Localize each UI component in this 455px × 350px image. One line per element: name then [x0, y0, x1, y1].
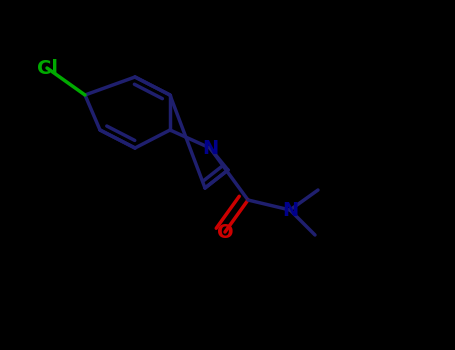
Text: N: N: [202, 139, 218, 158]
Text: Cl: Cl: [36, 58, 57, 77]
Text: O: O: [217, 223, 233, 241]
Text: N: N: [282, 201, 298, 219]
